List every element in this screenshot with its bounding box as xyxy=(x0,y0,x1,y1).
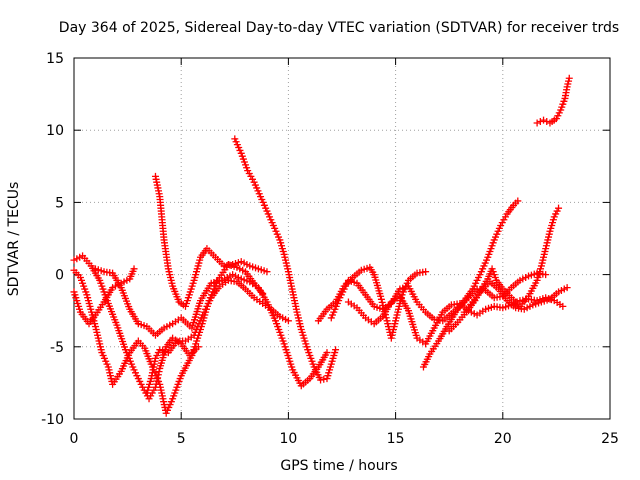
series-track-4 xyxy=(151,172,271,310)
plot-frame xyxy=(73,57,611,420)
grid-lines xyxy=(74,58,610,419)
data-point xyxy=(563,284,571,292)
data-point xyxy=(542,271,550,279)
data-point xyxy=(377,295,385,303)
data-point xyxy=(332,346,340,354)
y-tick-label: -10 xyxy=(41,412,64,428)
data-point xyxy=(422,268,430,276)
series-track-5 xyxy=(143,276,292,397)
data-point xyxy=(130,265,138,273)
x-axis-label: GPS time / hours xyxy=(280,458,397,474)
y-tick-label: 15 xyxy=(46,51,64,67)
series-track-1 xyxy=(70,265,138,328)
data-point xyxy=(536,118,544,126)
data-point xyxy=(565,74,573,82)
series-track-10 xyxy=(344,292,567,348)
x-axis-ticks: 0 5 10 15 20 25 xyxy=(70,58,619,447)
x-tick-label: 5 xyxy=(177,431,186,447)
y-tick-label: 5 xyxy=(55,195,64,211)
data-point xyxy=(540,116,548,124)
series-track-13 xyxy=(460,278,571,316)
data-point xyxy=(555,204,563,212)
data-point xyxy=(263,268,271,276)
y-tick-label: -5 xyxy=(50,340,64,356)
y-axis-ticks: -10 -5 0 5 10 15 xyxy=(41,51,610,428)
series-track-11 xyxy=(419,197,522,371)
series-track-6 xyxy=(91,265,331,390)
data-point xyxy=(320,375,328,383)
chart-title: Day 364 of 2025, Sidereal Day-to-day VTE… xyxy=(59,20,619,36)
data-point xyxy=(377,292,385,300)
data-point xyxy=(284,317,292,325)
y-tick-label: 10 xyxy=(46,123,64,139)
data-point xyxy=(155,368,163,376)
data-point xyxy=(559,302,567,310)
series-track-12 xyxy=(445,204,563,335)
data-point xyxy=(378,298,386,306)
data-points xyxy=(70,74,573,417)
x-tick-label: 10 xyxy=(279,431,297,447)
y-tick-label: 0 xyxy=(55,268,64,284)
data-point xyxy=(533,119,541,127)
data-point xyxy=(317,376,325,384)
x-tick-label: 15 xyxy=(387,431,405,447)
y-axis-label: SDTVAR / TECUs xyxy=(6,182,22,297)
series-track-14 xyxy=(533,74,573,127)
x-tick-label: 0 xyxy=(70,431,79,447)
series-track-7 xyxy=(231,135,340,384)
data-point xyxy=(514,197,522,205)
data-point xyxy=(323,349,331,357)
x-tick-label: 20 xyxy=(494,431,512,447)
x-tick-label: 25 xyxy=(601,431,619,447)
